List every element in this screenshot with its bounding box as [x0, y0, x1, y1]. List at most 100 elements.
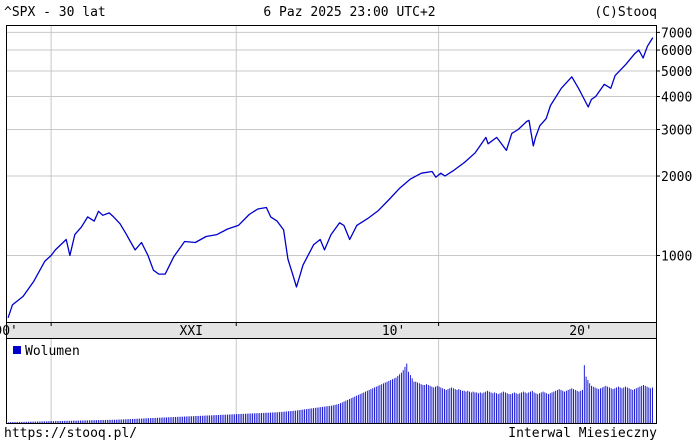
volume-bar	[33, 421, 35, 423]
copyright-label: (C)Stooq	[594, 5, 657, 20]
volume-bar	[289, 411, 291, 423]
volume-bar	[155, 417, 157, 423]
volume-bar	[142, 418, 144, 423]
volume-bar	[300, 409, 302, 423]
volume-bar	[474, 392, 476, 423]
volume-bar	[582, 389, 583, 423]
volume-bar	[452, 388, 454, 423]
volume-bar	[69, 420, 71, 423]
volume-bar	[96, 420, 98, 423]
volume-bar	[36, 421, 38, 423]
volume-bar	[318, 407, 320, 423]
volume-bar	[322, 406, 323, 423]
volume-bar	[415, 381, 417, 423]
volume-bar	[567, 389, 569, 423]
volume-bar	[203, 415, 205, 423]
volume-bar	[132, 418, 133, 423]
volume-bar	[85, 420, 87, 423]
volume-bar	[488, 391, 490, 423]
volume-bar	[420, 384, 422, 423]
volume-bar	[11, 422, 13, 423]
volume-bar	[585, 376, 587, 423]
volume-bar	[626, 387, 628, 423]
volume-bar	[461, 390, 463, 423]
volume-bar	[336, 404, 338, 423]
volume-bar	[223, 414, 225, 423]
volume-bar	[94, 420, 96, 423]
volume-bar	[316, 407, 318, 423]
volume-bar	[74, 420, 76, 423]
time-axis-labels: 90' XXI 10' 20'	[0, 322, 593, 339]
volume-bar	[366, 390, 368, 423]
volume-bar	[128, 419, 130, 423]
volume-bar	[417, 382, 418, 423]
volume-bar	[542, 391, 544, 423]
volume-bar	[253, 413, 255, 423]
volume-bar	[553, 391, 555, 423]
volume-bar	[97, 420, 99, 423]
volume-bar	[184, 416, 185, 423]
price-tick-label: 7000	[661, 26, 692, 41]
volume-bar	[146, 418, 148, 423]
volume-bar	[517, 394, 519, 423]
volume-bar	[115, 419, 117, 423]
volume-bar	[650, 388, 652, 423]
volume-bar	[42, 421, 44, 423]
volume-bar	[506, 393, 508, 423]
volume-bar	[162, 417, 164, 423]
volume-bar	[200, 415, 202, 423]
volume-bar	[282, 411, 284, 423]
volume-bar	[286, 411, 288, 423]
volume-bar	[406, 363, 408, 423]
volume-bar	[331, 405, 332, 423]
chart-title: ^SPX - 30 lat	[4, 5, 106, 20]
volume-bar	[214, 415, 216, 423]
volume-bar	[241, 413, 243, 423]
price-tick-label: 3000	[661, 124, 692, 139]
volume-bar	[157, 417, 158, 423]
volume-bar	[139, 418, 141, 423]
volume-bar	[110, 419, 112, 423]
volume-bar	[623, 387, 625, 423]
volume-bar	[271, 412, 273, 423]
volume-bar	[218, 414, 219, 423]
volume-bar	[354, 396, 356, 423]
volume-bar	[440, 387, 442, 423]
volume-bar	[521, 392, 522, 423]
volume-bar	[51, 421, 53, 423]
volume-bar	[612, 389, 614, 423]
volume-bar	[302, 409, 304, 423]
volume-bar	[31, 421, 33, 423]
volume-bar	[564, 391, 566, 423]
volume-bar	[130, 419, 132, 423]
volume-bar	[522, 391, 524, 423]
volume-bar	[592, 386, 594, 423]
volume-bar	[630, 389, 632, 423]
volume-bar	[26, 421, 28, 423]
volume-bar	[185, 416, 187, 423]
volume-bar	[54, 421, 56, 423]
volume-bar	[641, 385, 643, 423]
volume-bar	[210, 415, 212, 423]
volume-bar	[320, 407, 322, 423]
volume-bar	[29, 421, 31, 423]
volume-bar	[531, 390, 533, 423]
volume-bar	[266, 412, 268, 423]
volume-bar	[15, 422, 17, 423]
volume-bar	[576, 390, 578, 423]
volume-bar	[164, 417, 166, 423]
volume-bar	[246, 413, 248, 423]
volume-bar	[151, 418, 153, 423]
volume-bar	[198, 415, 200, 423]
volume-bar	[8, 422, 10, 423]
source-url[interactable]: https://stooq.pl/	[4, 426, 138, 441]
volume-bar	[598, 389, 600, 423]
volume-bar	[19, 421, 20, 423]
volume-bar	[309, 408, 311, 423]
volume-bar	[24, 421, 26, 423]
volume-bar	[92, 420, 94, 423]
volume-bar	[232, 414, 234, 423]
volume-bar	[375, 386, 377, 423]
volume-bar	[492, 393, 494, 423]
